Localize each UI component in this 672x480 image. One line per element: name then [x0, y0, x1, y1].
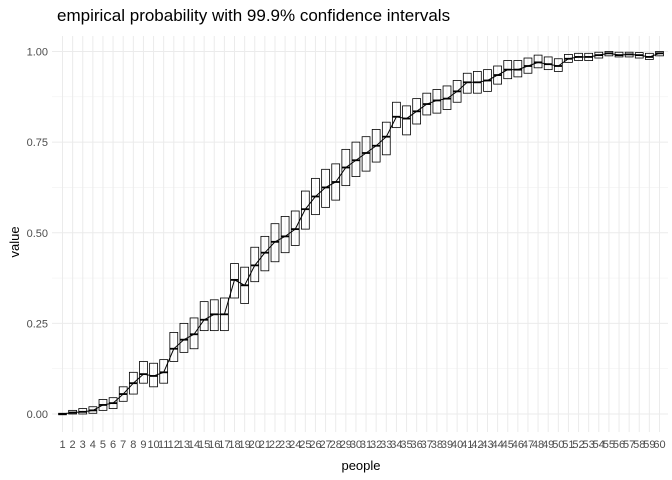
x-tick-label: 23 — [279, 439, 291, 451]
median-line — [62, 52, 660, 415]
interval-box — [169, 332, 179, 362]
x-tick-label: 6 — [110, 439, 116, 451]
x-tick-label: 39 — [441, 439, 453, 451]
x-tick-label: 10 — [147, 439, 159, 451]
x-tick-label: 43 — [481, 439, 493, 451]
x-tick-label: 11 — [158, 439, 169, 451]
x-tick-label: 29 — [340, 439, 352, 451]
x-tick-label: 40 — [451, 439, 463, 451]
y-tick-label: 0.00 — [27, 409, 48, 421]
x-tick-label: 28 — [330, 439, 342, 451]
y-tick-label: 0.75 — [27, 137, 48, 149]
x-tick-label: 36 — [411, 439, 423, 451]
x-tick-label: 17 — [218, 439, 230, 451]
x-tick-label: 8 — [130, 439, 136, 451]
x-tick-label: 57 — [623, 439, 635, 451]
interval-box — [351, 141, 361, 177]
x-tick-label: 26 — [309, 439, 321, 451]
x-tick-label: 50 — [552, 439, 564, 451]
x-tick-label: 35 — [400, 439, 412, 451]
x-tick-label: 41 — [461, 439, 473, 451]
interval-box — [139, 361, 148, 384]
x-tick-label: 45 — [502, 439, 514, 451]
x-tick-label: 25 — [299, 439, 311, 451]
x-tick-label: 7 — [120, 439, 126, 451]
x-tick-label: 47 — [522, 439, 534, 451]
median-series-line — [62, 52, 660, 415]
interval-box — [270, 223, 280, 263]
x-axis-ticks: 1 2 3 4 5 6 7 8 9 1011121314151617181920212223242… — [59, 439, 665, 451]
x-tick-label: 21 — [259, 439, 271, 451]
interval-box — [159, 359, 169, 384]
x-tick-label: 5 — [100, 439, 106, 451]
x-tick-label: 14 — [188, 439, 200, 451]
x-tick-label: 56 — [613, 439, 625, 451]
interval-box — [392, 101, 401, 129]
x-tick-label: 30 — [350, 439, 362, 451]
x-tick-label: 54 — [593, 439, 605, 451]
chart-title: empirical probability with 99.9% confide… — [57, 6, 451, 25]
interval-box — [280, 216, 290, 254]
x-tick-label: 31 — [360, 439, 372, 451]
x-tick-label: 1 — [59, 439, 65, 451]
x-tick-label: 34 — [390, 439, 402, 451]
x-tick-label: 27 — [319, 439, 331, 451]
y-tick-label: 1.00 — [27, 47, 48, 59]
x-tick-label: 20 — [249, 439, 261, 451]
interval-box — [301, 190, 310, 230]
x-tick-label: 48 — [532, 439, 544, 451]
x-tick-label: 4 — [90, 439, 96, 451]
x-tick-label: 60 — [653, 439, 665, 451]
interval-box — [321, 168, 330, 208]
x-tick-label: 51 — [562, 439, 574, 451]
x-tick-label: 33 — [380, 439, 392, 451]
x-tick-label: 38 — [431, 439, 443, 451]
interval-box — [381, 121, 391, 156]
x-tick-label: 55 — [603, 439, 615, 451]
interval-box — [533, 54, 543, 69]
x-tick-label: 52 — [572, 439, 584, 451]
x-tick-label: 42 — [471, 439, 483, 451]
x-tick-label: 59 — [643, 439, 655, 451]
x-tick-label: 22 — [269, 439, 281, 451]
x-tick-label: 53 — [583, 439, 595, 451]
interval-box — [230, 263, 239, 299]
x-tick-label: 13 — [178, 439, 190, 451]
interval-box — [442, 85, 452, 110]
x-tick-label: 37 — [421, 439, 433, 451]
y-axis-label: value — [7, 226, 22, 257]
x-tick-label: 9 — [140, 439, 146, 451]
x-tick-label: 46 — [512, 439, 524, 451]
interval-box — [209, 299, 219, 332]
y-tick-label: 0.50 — [27, 228, 48, 240]
interval-box — [402, 105, 411, 136]
interval-box — [462, 72, 472, 94]
x-tick-label: 2 — [70, 439, 76, 451]
interval-box — [189, 317, 199, 350]
x-tick-label: 12 — [168, 439, 180, 451]
interval-box — [199, 301, 209, 332]
y-tick-label: 0.25 — [27, 318, 48, 330]
x-tick-label: 24 — [289, 439, 301, 451]
x-tick-label: 18 — [228, 439, 240, 451]
grid-lines — [52, 36, 668, 432]
x-tick-label: 58 — [633, 439, 645, 451]
x-tick-label: 49 — [542, 439, 554, 451]
x-tick-label: 3 — [80, 439, 86, 451]
x-axis-label: people — [341, 458, 380, 473]
interval-box — [290, 210, 300, 246]
x-tick-label: 19 — [239, 439, 251, 451]
x-tick-label: 44 — [491, 439, 503, 451]
interval-box — [361, 136, 371, 172]
interval-box — [260, 235, 270, 272]
x-tick-label: 15 — [198, 439, 210, 451]
x-tick-label: 16 — [208, 439, 220, 451]
interval-box — [250, 246, 260, 283]
x-tick-label: 32 — [370, 439, 382, 451]
y-axis-ticks: 0.00 0.25 0.50 0.75 1.00 — [27, 47, 48, 422]
